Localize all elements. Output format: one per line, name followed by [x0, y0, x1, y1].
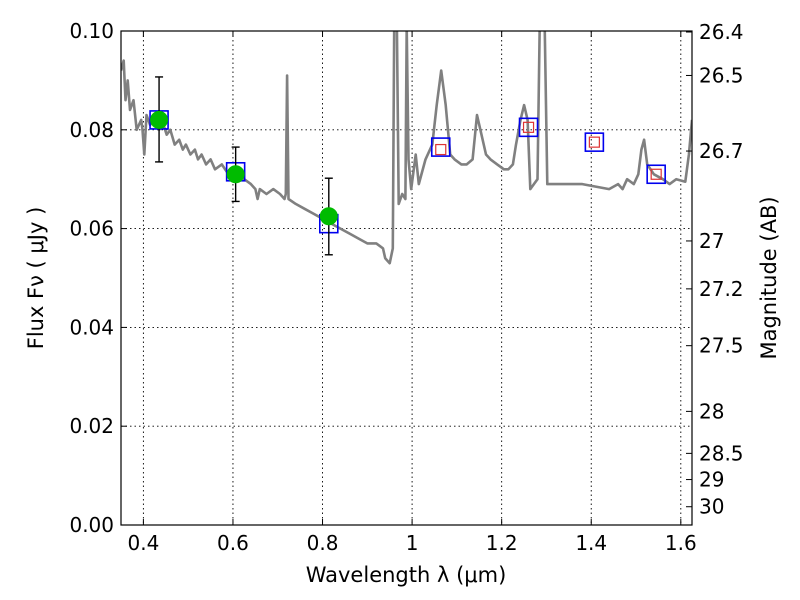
x-tick-label: 0.4	[127, 531, 159, 555]
y2-tick-label: 26.5	[699, 63, 744, 87]
measured-flux-point	[150, 110, 169, 129]
model-spectrum-line	[121, 31, 692, 265]
y2-tick-label: 30	[699, 495, 724, 519]
grid-lines	[121, 31, 692, 525]
measured-flux-point	[226, 165, 245, 184]
axis-ticks: 0.4 0.6 0.8 1 1.2 1.4 1.6 0.00 0.02 0.04 0.06 0.08 0…	[69, 19, 743, 555]
model-band-square	[518, 117, 539, 138]
y2-tick-label: 28	[699, 399, 724, 423]
marker-layer	[149, 76, 666, 256]
model-band-square-small	[588, 136, 600, 148]
y-tick-label: 0.00	[69, 513, 114, 537]
x-tick-label: 1.6	[665, 531, 697, 555]
model-band-square	[430, 137, 451, 157]
x-axis-title: Wavelength λ (μm)	[306, 563, 507, 587]
y-tick-label: 0.06	[69, 217, 114, 241]
y2-tick-label: 26.4	[699, 20, 744, 44]
model-band-square-small	[522, 121, 535, 133]
x-tick-label: 1	[406, 531, 419, 555]
x-tick-label: 1.4	[575, 531, 607, 555]
model-band-square-small	[435, 143, 447, 156]
y2-tick-label: 27	[699, 229, 724, 253]
x-tick-label: 0.8	[307, 531, 339, 555]
y-tick-label: 0.10	[69, 19, 114, 43]
data-layer	[121, 31, 692, 265]
y-tick-label: 0.04	[69, 315, 114, 339]
y-axis-title: Flux Fν ( μJy )	[24, 207, 48, 350]
y2-tick-label: 27.5	[699, 334, 744, 358]
y2-tick-label: 27.2	[699, 277, 744, 301]
y2-tick-label: 26.7	[699, 139, 744, 163]
plot-frame	[120, 30, 693, 526]
y2-tick-label: 29	[699, 468, 724, 492]
measured-flux-point	[319, 207, 338, 226]
model-band-square-small	[650, 168, 662, 180]
model-band-square	[584, 132, 605, 152]
x-tick-label: 1.2	[486, 531, 518, 555]
y2-axis-title: Magnitude (AB)	[757, 196, 781, 359]
y2-tick-label: 28.5	[699, 441, 744, 465]
y-tick-label: 0.08	[69, 118, 114, 142]
x-tick-label: 0.6	[217, 531, 249, 555]
y-tick-label: 0.02	[69, 414, 114, 438]
model-band-square	[646, 164, 666, 185]
